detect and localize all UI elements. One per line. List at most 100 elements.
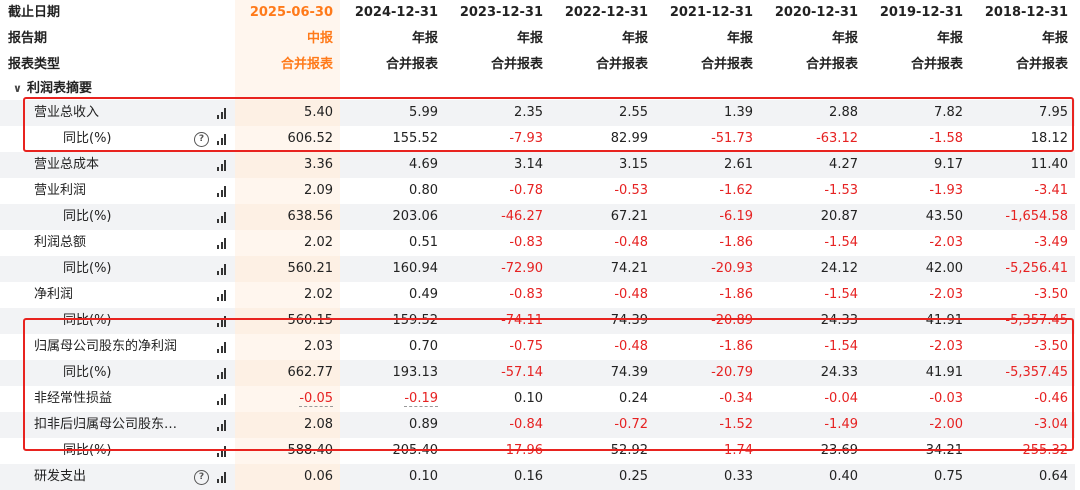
header-type: 合并报表 [700, 57, 753, 72]
value-cell: 2.02 [235, 230, 340, 256]
value-cell: -3.50 [1034, 339, 1068, 354]
header-period: 中报 [235, 26, 340, 52]
value-cell: 0.75 [865, 464, 970, 490]
row-label: 归属母公司股东的净利润 [34, 339, 178, 354]
header-date: 2021-12-31 [669, 5, 753, 20]
value-cell: 560.21 [235, 256, 340, 282]
value-cell: -0.72 [550, 412, 655, 438]
value-cell: 159.52 [340, 308, 445, 334]
bar-chart-icon[interactable] [217, 107, 226, 119]
value-cell: -1.86 [719, 339, 753, 354]
value-cell: 5.40 [235, 100, 340, 126]
value-cell: -0.04 [824, 391, 858, 406]
value-cell: -17.96 [501, 443, 543, 458]
value-cell: 662.77 [235, 360, 340, 386]
chevron-down-icon[interactable]: ∨ [13, 82, 22, 95]
header-type: 合并报表 [805, 57, 858, 72]
section-header[interactable]: ∨ 利润表摘要 [0, 78, 235, 100]
bar-chart-icon[interactable] [217, 471, 226, 483]
value-cell: 43.50 [865, 204, 970, 230]
row-label-cell: 归属母公司股东的净利润 [0, 334, 235, 360]
bar-chart-icon[interactable] [217, 133, 226, 145]
value-cell: 52.92 [610, 443, 648, 458]
bar-chart-icon[interactable] [217, 263, 226, 275]
table-row: 同比(%) 560.21 160.94 -72.90 74.21 -20.93 24.12 4… [0, 256, 1075, 282]
row-label: 非经常性损益 [34, 391, 113, 406]
table-row: 营业利润 2.09 0.80 -0.78 -0.53 -1.62 -1.53 -1.93 -3.… [0, 178, 1075, 204]
bar-chart-icon[interactable] [217, 315, 226, 327]
value-cell: -3.49 [1034, 235, 1068, 250]
value-cell: -2.03 [929, 287, 963, 302]
value-cell: -0.46 [1034, 391, 1068, 406]
value-cell: 4.69 [340, 152, 445, 178]
value-cell: 11.40 [970, 152, 1075, 178]
bar-chart-icon[interactable] [217, 237, 226, 249]
bar-chart-icon[interactable] [217, 445, 226, 457]
header-date: 2020-12-31 [774, 5, 858, 20]
value-cell: 4.27 [760, 152, 865, 178]
value-cell: -3.41 [1034, 183, 1068, 198]
value-cell: -1.53 [824, 183, 858, 198]
row-label-cell: 同比(%) [0, 308, 235, 334]
table-row: 非经常性损益 -0.05 -0.19 0.10 0.24 -0.34 -0.04 -0.03 -… [0, 386, 1075, 412]
bar-chart-icon[interactable] [217, 159, 226, 171]
bar-chart-icon[interactable] [217, 419, 226, 431]
value-cell: -72.90 [445, 256, 550, 282]
value-cell: 155.52 [392, 131, 439, 146]
value-cell: -1.54 [824, 287, 858, 302]
value-cell: -1,654.58 [970, 204, 1075, 230]
value-cell: -0.53 [614, 183, 648, 198]
value-cell: -2.03 [929, 339, 963, 354]
section-title: 利润表摘要 [26, 81, 92, 96]
value-cell: -0.75 [509, 339, 543, 354]
table-row: 同比(%) 638.56 203.06 -46.27 67.21 -6.19 20.87 43… [0, 204, 1075, 230]
help-icon[interactable]: ? [194, 469, 209, 485]
value-cell: -0.05 [235, 386, 340, 412]
row-label: 同比(%) [63, 365, 112, 380]
value-cell: 42.00 [865, 256, 970, 282]
table-row: 研发支出? 0.06 0.10 0.16 0.25 0.33 0.40 0.75 0.64 [0, 464, 1075, 490]
row-label: 扣非后归属母公司股东… [34, 417, 178, 432]
header-type: 合并报表 [1015, 57, 1068, 72]
bar-chart-icon[interactable] [217, 289, 226, 301]
row-label-cell: 净利润 [0, 282, 235, 308]
row-label: 同比(%) [63, 261, 112, 276]
help-icon[interactable]: ? [194, 131, 209, 147]
value-cell: -0.03 [929, 391, 963, 406]
row-label: 研发支出 [34, 469, 87, 484]
header-label-type: 报表类型 [8, 57, 61, 72]
bar-chart-icon[interactable] [217, 185, 226, 197]
value-cell: -51.73 [711, 131, 753, 146]
value-cell: -3.50 [1034, 287, 1068, 302]
value-cell: 0.10 [514, 391, 543, 406]
value-cell: 0.80 [409, 183, 438, 198]
value-cell: 2.35 [445, 100, 550, 126]
bar-chart-icon[interactable] [217, 341, 226, 353]
value-text[interactable]: -0.05 [299, 391, 333, 407]
header-period: 年报 [621, 31, 648, 46]
row-label: 同比(%) [63, 209, 112, 224]
row-label-cell: 同比(%) [0, 256, 235, 282]
value-cell: 24.33 [760, 360, 865, 386]
value-cell: 3.36 [235, 152, 340, 178]
header-row-periods: 报告期 中报 年报 年报 年报 年报 年报 年报 年报 [0, 26, 1075, 52]
value-cell: -46.27 [445, 204, 550, 230]
value-cell: 203.06 [340, 204, 445, 230]
bar-chart-icon[interactable] [217, 211, 226, 223]
value-cell: -5,256.41 [970, 256, 1075, 282]
section-row[interactable]: ∨ 利润表摘要 [0, 78, 1075, 100]
value-cell: 2.55 [550, 100, 655, 126]
value-cell: 0.70 [409, 339, 438, 354]
header-period: 年报 [936, 31, 963, 46]
value-cell: 0.89 [340, 412, 445, 438]
value-cell: 160.94 [340, 256, 445, 282]
table-row: 同比(%)? 606.52 155.52 -7.93 82.99 -51.73 -63.12… [0, 126, 1075, 152]
value-cell: -1.54 [824, 235, 858, 250]
table-row: 同比(%) 662.77 193.13 -57.14 74.39 -20.79 24.33 4… [0, 360, 1075, 386]
row-label-cell: 非经常性损益 [0, 386, 235, 412]
bar-chart-icon[interactable] [217, 393, 226, 405]
row-label-cell: 营业总收入 [0, 100, 235, 126]
value-cell: 1.39 [655, 100, 760, 126]
value-text[interactable]: -0.19 [404, 391, 438, 407]
bar-chart-icon[interactable] [217, 367, 226, 379]
